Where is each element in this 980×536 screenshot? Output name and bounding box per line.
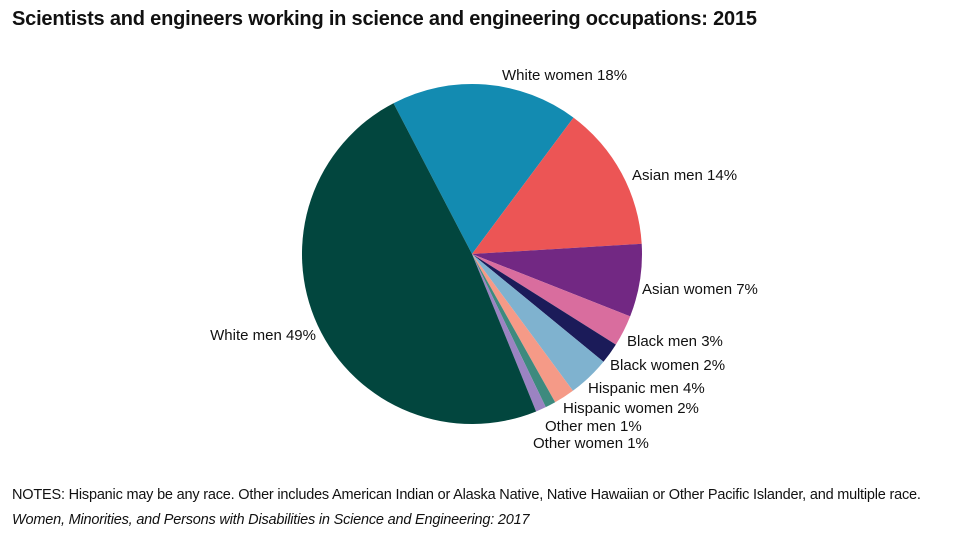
pie-slices [301, 83, 642, 425]
chart-title: Scientists and engineers working in scie… [12, 8, 757, 30]
slice-label: Other men 1% [545, 418, 642, 435]
pie-slice [472, 254, 546, 412]
slice-label: White women 18% [502, 67, 627, 84]
pie-slice [393, 83, 574, 254]
slice-label: Black men 3% [627, 333, 723, 350]
pie-slice [472, 254, 556, 408]
slice-label: Hispanic men 4% [588, 380, 705, 397]
pie-slice [472, 254, 616, 362]
slice-label: White men 49% [210, 327, 316, 344]
pie-slice [472, 254, 573, 403]
pie-slice [472, 254, 604, 391]
pie-slice [472, 254, 631, 345]
slice-label: Asian men 14% [632, 167, 737, 184]
chart-source: Women, Minorities, and Persons with Disa… [12, 512, 530, 528]
pie-slice [472, 243, 642, 317]
slice-label: Asian women 7% [642, 281, 758, 298]
chart-notes: NOTES: Hispanic may be any race. Other i… [12, 487, 921, 503]
slice-label: Hispanic women 2% [563, 400, 699, 417]
slice-labels: White women 18% Asian men 14% Asian women … [210, 67, 758, 452]
pie-slice [301, 103, 537, 425]
pie-slice [472, 117, 642, 255]
slice-label: Black women 2% [610, 357, 725, 374]
slice-label: Other women 1% [533, 435, 649, 452]
